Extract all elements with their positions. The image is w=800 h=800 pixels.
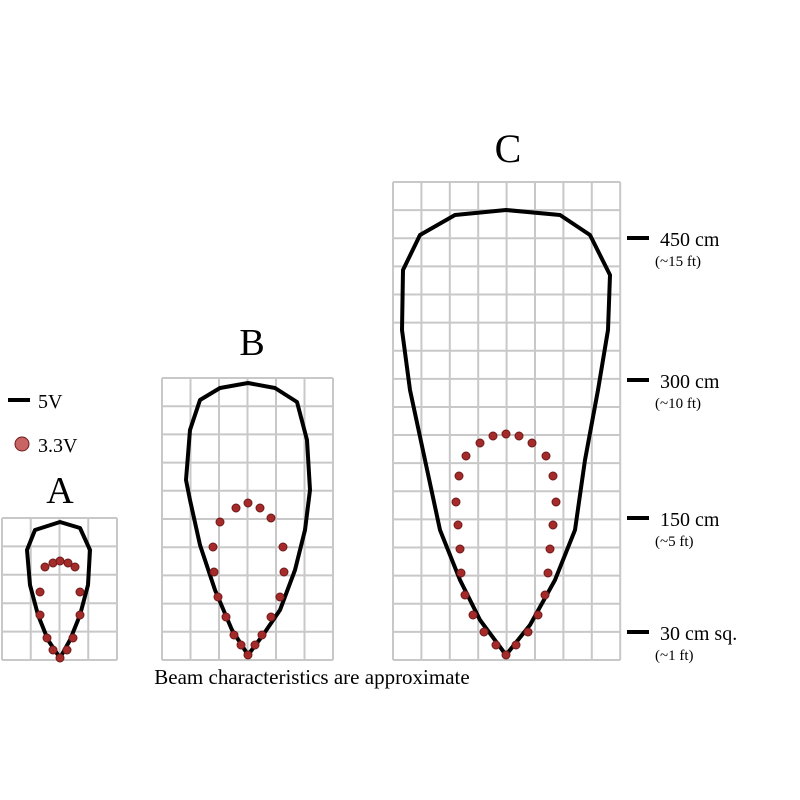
- beam-dot: [35, 587, 45, 597]
- beam-dot: [540, 590, 550, 600]
- legend-dot: [14, 436, 30, 452]
- beam-dot: [453, 520, 463, 530]
- beam-dot: [221, 612, 231, 622]
- beam-dot: [266, 513, 276, 523]
- scale-distance: 30 cm sq.: [660, 623, 737, 645]
- beam-dot: [209, 567, 219, 577]
- beam-dot: [208, 542, 218, 552]
- beam-dot: [62, 645, 72, 655]
- beam-dot: [275, 592, 285, 602]
- beam-dot: [456, 568, 466, 578]
- beam-dot: [266, 612, 276, 622]
- beam-dot: [541, 451, 551, 461]
- beam-dot: [35, 610, 45, 620]
- beam-dot: [215, 517, 225, 527]
- beam-dot: [475, 438, 485, 448]
- beam-dot: [545, 544, 555, 554]
- label-b: B: [239, 322, 264, 364]
- grids: [1, 181, 622, 661]
- scale-feet: (~1 ft): [655, 648, 694, 664]
- beam-dot: [75, 587, 85, 597]
- legend-label: 3.3V: [38, 435, 78, 457]
- beam-dot: [279, 567, 289, 577]
- beam-dot: [243, 650, 253, 660]
- beam-dot: [501, 429, 511, 439]
- beam-dot: [468, 610, 478, 620]
- beam-dot: [40, 562, 50, 572]
- scale-feet: (~10 ft): [655, 396, 701, 412]
- beam-dot: [243, 498, 253, 508]
- label-c: C: [495, 126, 522, 171]
- beam-dot: [523, 627, 533, 637]
- beam-dot: [514, 431, 524, 441]
- legend-label: 5V: [38, 391, 63, 413]
- beam-dot: [543, 568, 553, 578]
- scale-distance: 150 cm: [660, 509, 720, 531]
- beam-dot: [231, 503, 241, 513]
- beam-dot: [488, 431, 498, 441]
- scale-feet: (~15 ft): [655, 254, 701, 270]
- beam-dot: [257, 630, 267, 640]
- scale-feet: (~5 ft): [655, 534, 694, 550]
- beam-dot: [250, 640, 260, 650]
- beam-dot: [548, 520, 558, 530]
- beam-dot: [460, 590, 470, 600]
- beam-dot: [42, 633, 52, 643]
- beam-dot: [236, 640, 246, 650]
- beam-dot: [491, 640, 501, 650]
- beam-dot: [48, 645, 58, 655]
- beam-dot: [548, 471, 558, 481]
- beam-dot: [70, 562, 80, 572]
- beam-dot: [75, 610, 85, 620]
- beam-dot: [55, 653, 65, 663]
- beam-dot: [551, 497, 561, 507]
- scale: 450 cm (~15 ft) 300 cm (~10 ft) 150 cm (~5 ft…: [627, 229, 737, 664]
- beam-dot: [479, 627, 489, 637]
- beam-dot: [461, 451, 471, 461]
- beam-dot: [213, 592, 223, 602]
- beam-dot: [455, 544, 465, 554]
- label-a: A: [46, 470, 74, 512]
- beam-dot: [68, 633, 78, 643]
- beam-dot: [454, 471, 464, 481]
- beam-dot: [55, 556, 65, 566]
- beam-dot: [527, 438, 537, 448]
- caption: Beam characteristics are approximate: [154, 665, 469, 689]
- beam-dot: [501, 650, 511, 660]
- beam-dots: [35, 429, 561, 663]
- beam-dot: [255, 503, 265, 513]
- scale-distance: 450 cm: [660, 229, 720, 251]
- beam-outline-c: [400, 208, 612, 657]
- beam-dot: [511, 640, 521, 650]
- scale-distance: 300 cm: [660, 371, 720, 393]
- beam-dot: [278, 542, 288, 552]
- beam-dot: [451, 497, 461, 507]
- beam-dot: [533, 610, 543, 620]
- beam-dot: [229, 630, 239, 640]
- beam-dot: [63, 558, 73, 568]
- beam-outline-b: [184, 381, 312, 657]
